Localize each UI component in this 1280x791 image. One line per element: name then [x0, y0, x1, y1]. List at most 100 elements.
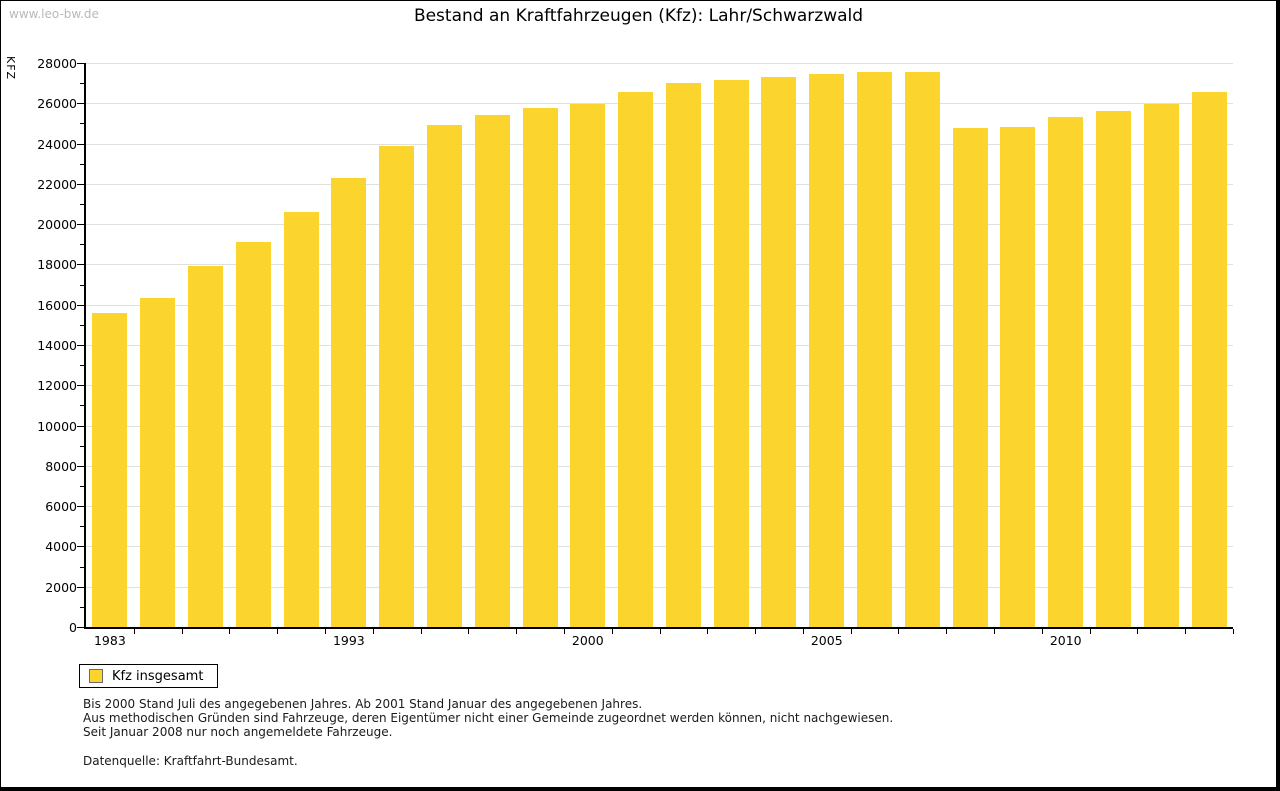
footnote-line: Seit Januar 2008 nur noch angemeldete Fa… [83, 725, 393, 739]
x-tick [324, 629, 326, 634]
y-major-tick [77, 465, 84, 467]
watermark: www.leo-bw.de [9, 7, 99, 21]
x-tick [1233, 629, 1234, 634]
x-tick [802, 629, 804, 634]
gridline [86, 345, 1233, 346]
y-minor-tick [80, 244, 84, 246]
y-tick-label: 18000 [37, 257, 77, 273]
y-tick-label: 24000 [37, 136, 77, 152]
bar-1983 [92, 312, 128, 627]
x-tick [898, 629, 900, 634]
y-minor-tick [80, 566, 84, 568]
gridline [86, 103, 1233, 105]
x-tick [1089, 629, 1091, 634]
y-axis-line [84, 63, 86, 629]
x-tick-label-1993: 1993 [332, 633, 365, 648]
y-major-tick [77, 143, 84, 145]
y-tick-label: 26000 [37, 96, 77, 112]
y-major-tick [77, 586, 84, 588]
y-minor-tick [80, 83, 84, 85]
x-tick [516, 629, 518, 634]
bar-2012 [1143, 104, 1179, 627]
y-minor-tick [80, 405, 84, 407]
plot-area: 0 2000 4000 6000 8000 10000 12000 14000 16000 180… [37, 56, 1234, 648]
y-major-tick [77, 425, 84, 427]
y-tick-label: 2000 [45, 579, 77, 595]
gridline [86, 183, 1233, 185]
y-tick-label: 28000 [37, 56, 77, 71]
x-tick-label-2010: 2010 [1049, 633, 1082, 648]
x-tick [1185, 629, 1187, 634]
y-tick-label: 14000 [37, 338, 77, 353]
y-major-tick [77, 506, 84, 508]
x-tick [181, 629, 183, 634]
bar-1991 [283, 212, 319, 627]
x-tick-label-2005: 2005 [810, 633, 843, 648]
footnote-line: Aus methodischen Gründen sind Fahrzeuge,… [83, 711, 894, 725]
gridline [86, 546, 1233, 548]
x-tick [133, 629, 135, 634]
y-tick-label: 8000 [45, 458, 77, 474]
footnotes: Bis 2000 Stand Juli des angegebenen Jahr… [83, 697, 893, 739]
y-major-tick [77, 627, 84, 628]
x-tick [850, 629, 852, 634]
x-tick [229, 629, 231, 634]
y-minor-tick [80, 163, 84, 165]
y-tick-label: 20000 [37, 217, 77, 233]
bar-2004 [761, 77, 797, 627]
bar-1998 [474, 115, 510, 627]
bar-1985 [140, 297, 176, 627]
x-tick [1137, 629, 1139, 634]
gridline [86, 465, 1233, 467]
bar-1997 [426, 125, 462, 627]
y-tick-label: 4000 [45, 539, 77, 555]
y-tick-label: 6000 [45, 499, 77, 515]
bar-2001 [618, 92, 654, 627]
bar-2010 [1048, 117, 1084, 627]
y-minor-tick [80, 284, 84, 286]
y-major-tick [77, 63, 84, 64]
y-minor-tick [80, 486, 84, 487]
x-tick [563, 629, 565, 634]
gridline [86, 385, 1233, 387]
y-minor-tick [80, 365, 84, 367]
x-tick [994, 629, 996, 634]
y-minor-tick [80, 123, 84, 125]
x-tick-label-2000: 2000 [571, 633, 604, 648]
bar-2003 [713, 80, 749, 627]
x-tick [1041, 629, 1043, 634]
y-major-tick [77, 304, 84, 306]
gridline [86, 264, 1233, 266]
bar-1999 [522, 108, 558, 627]
data-source: Datenquelle: Kraftfahrt-Bundesamt. [83, 754, 298, 768]
y-major-tick [77, 385, 84, 387]
legend-label: Kfz insgesamt [112, 668, 204, 684]
bar-2006 [857, 72, 893, 627]
bar-2000 [570, 104, 606, 627]
bar-1989 [235, 242, 271, 627]
footnote-line: Bis 2000 Stand Juli des angegebenen Jahr… [83, 697, 643, 711]
y-tick-label: 10000 [37, 418, 77, 434]
x-tick [611, 629, 613, 634]
y-axis-title: KFZ [4, 56, 17, 81]
gridline [86, 586, 1233, 588]
bar-2011 [1096, 111, 1132, 627]
x-tick [946, 629, 948, 634]
x-tick [372, 629, 374, 634]
y-tick-label: 16000 [37, 297, 77, 313]
y-minor-tick [80, 445, 84, 447]
x-tick-label-1983: 1983 [93, 633, 126, 648]
gridline [86, 304, 1233, 306]
gridline [86, 224, 1233, 226]
y-tick-label: 12000 [37, 378, 77, 394]
y-major-tick [77, 224, 84, 226]
gridline [86, 425, 1233, 427]
bar-2007 [904, 72, 940, 627]
x-tick [468, 629, 470, 634]
y-minor-tick [80, 324, 84, 326]
bar-2005 [809, 74, 845, 627]
bar-2002 [665, 83, 701, 627]
bar-1995 [379, 145, 415, 627]
y-major-tick [77, 546, 84, 548]
gridline [86, 143, 1233, 145]
